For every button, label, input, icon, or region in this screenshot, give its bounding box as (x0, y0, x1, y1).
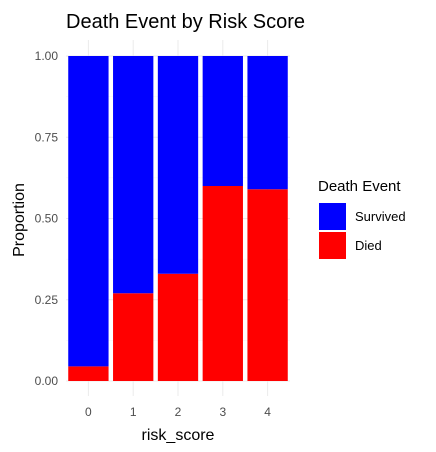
bar-survived-0 (68, 56, 109, 367)
legend-label-died: Died (355, 238, 382, 253)
bar-died-1 (113, 293, 154, 381)
legend-title: Death Event (318, 178, 401, 195)
y-tick-label: 0.25 (35, 293, 59, 307)
bars (68, 56, 288, 381)
x-axis-ticks: 0 1 2 3 4 (85, 405, 271, 419)
x-tick-label: 1 (130, 405, 137, 419)
y-tick-label: 0.75 (35, 130, 59, 144)
legend-items: Survived Died (319, 203, 406, 259)
bar-survived-4 (247, 56, 288, 190)
y-tick-label: 0.00 (35, 374, 59, 388)
legend-label-survived: Survived (355, 209, 406, 224)
x-tick-label: 2 (175, 405, 182, 419)
bar-died-3 (202, 186, 243, 381)
y-tick-label: 1.00 (35, 49, 59, 63)
bar-died-4 (247, 189, 288, 381)
bar-survived-1 (113, 56, 154, 294)
x-axis-title: risk_score (142, 427, 215, 444)
bar-died-2 (157, 273, 199, 381)
bar-survived-2 (157, 56, 199, 274)
y-axis-ticks: 0.00 0.25 0.50 0.75 1.00 (35, 49, 59, 388)
bar-survived-3 (202, 56, 243, 186)
x-tick-label: 3 (219, 405, 226, 419)
chart-title: Death Event by Risk Score (66, 11, 305, 33)
x-tick-label: 4 (264, 405, 271, 419)
y-tick-label: 0.50 (35, 212, 59, 226)
bar-died-0 (68, 366, 109, 381)
y-axis-title: Proportion (11, 183, 28, 257)
legend: Death Event Survived Died (318, 178, 406, 259)
legend-swatch-survived (319, 203, 346, 230)
x-tick-label: 0 (85, 405, 92, 419)
legend-swatch-died (319, 232, 346, 259)
